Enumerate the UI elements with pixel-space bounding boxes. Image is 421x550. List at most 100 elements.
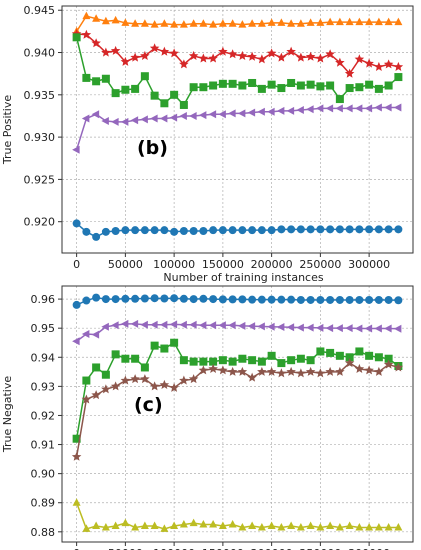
- data-point: [296, 52, 306, 62]
- data-point: [131, 354, 140, 363]
- data-point: [267, 351, 276, 360]
- data-point: [364, 104, 373, 113]
- data-point: [276, 368, 287, 378]
- data-point: [384, 103, 392, 112]
- data-point: [277, 522, 286, 531]
- data-point: [345, 225, 354, 234]
- panel-label: (c): [134, 394, 163, 416]
- data-point: [91, 330, 100, 339]
- data-point: [325, 49, 335, 59]
- data-point: [120, 319, 129, 328]
- y-axis-label: True Positive: [1, 95, 14, 165]
- data-point: [257, 366, 267, 376]
- data-point: [374, 61, 384, 71]
- data-point: [248, 226, 257, 235]
- data-point: [150, 341, 159, 350]
- data-point: [364, 324, 373, 333]
- data-point: [72, 219, 81, 228]
- data-point: [384, 522, 393, 531]
- data-point: [130, 374, 140, 384]
- data-point: [365, 225, 374, 234]
- data-point: [101, 227, 110, 236]
- data-point: [110, 381, 121, 391]
- data-point: [72, 300, 81, 309]
- data-point: [238, 81, 247, 90]
- data-point: [82, 73, 91, 82]
- data-point: [218, 19, 227, 27]
- data-point: [150, 320, 158, 329]
- x-tick-label: 200000: [251, 547, 293, 550]
- data-point: [179, 520, 188, 528]
- data-point: [306, 225, 315, 234]
- data-point: [344, 68, 355, 78]
- x-tick-label: 250000: [299, 547, 341, 550]
- x-tick-label: 200000: [251, 258, 293, 271]
- data-point: [140, 521, 149, 529]
- data-point: [170, 521, 179, 529]
- data-point: [383, 359, 394, 369]
- data-point: [228, 79, 237, 88]
- data-point: [179, 375, 189, 385]
- data-point: [355, 83, 364, 92]
- data-point: [218, 46, 228, 56]
- data-point: [227, 366, 238, 376]
- data-point: [306, 105, 314, 114]
- data-point: [355, 347, 364, 356]
- data-point: [296, 106, 304, 115]
- data-point: [199, 294, 208, 303]
- data-point: [277, 225, 286, 234]
- data-point: [189, 357, 198, 366]
- data-point: [82, 376, 91, 385]
- data-point: [92, 363, 101, 372]
- data-point: [325, 324, 334, 333]
- series-triangle-up-0: [72, 11, 403, 35]
- chart-panel-c: 0 50000 100000 150000 200000 250000 300000 0.88…: [1, 285, 414, 550]
- data-point: [140, 115, 148, 124]
- data-point: [179, 20, 188, 28]
- data-point: [335, 104, 343, 113]
- data-point: [91, 110, 100, 119]
- data-point: [72, 337, 80, 346]
- data-point: [170, 294, 179, 303]
- y-tick-label: 0.940: [24, 47, 56, 60]
- data-point: [257, 522, 266, 531]
- data-point: [198, 365, 209, 375]
- data-point: [335, 225, 344, 234]
- data-point: [306, 521, 315, 529]
- data-point: [121, 226, 130, 235]
- data-point: [81, 330, 90, 338]
- data-point: [355, 295, 364, 304]
- data-point: [160, 99, 169, 108]
- series-line: [75, 341, 399, 439]
- data-point: [316, 522, 325, 531]
- data-point: [296, 354, 305, 363]
- data-point: [277, 359, 286, 368]
- data-point: [189, 518, 198, 527]
- data-point: [189, 19, 198, 27]
- series-line: [75, 502, 399, 530]
- data-point: [345, 295, 354, 304]
- data-point: [238, 20, 247, 28]
- data-point: [277, 295, 286, 304]
- data-point: [248, 295, 257, 304]
- data-point: [374, 522, 383, 531]
- data-point: [228, 19, 237, 27]
- data-point: [120, 117, 129, 126]
- data-point: [111, 15, 120, 24]
- data-point: [228, 295, 237, 304]
- data-point: [325, 104, 334, 113]
- data-point: [140, 363, 149, 372]
- data-point: [209, 226, 218, 235]
- data-point: [179, 100, 188, 109]
- data-point: [101, 322, 109, 331]
- data-point: [287, 295, 296, 304]
- data-point: [150, 294, 159, 303]
- data-point: [247, 322, 256, 331]
- data-point: [101, 16, 110, 25]
- data-point: [393, 103, 402, 112]
- data-point: [238, 354, 247, 363]
- data-point: [315, 323, 324, 332]
- data-point: [315, 53, 326, 63]
- data-point: [121, 18, 130, 26]
- data-point: [326, 521, 335, 529]
